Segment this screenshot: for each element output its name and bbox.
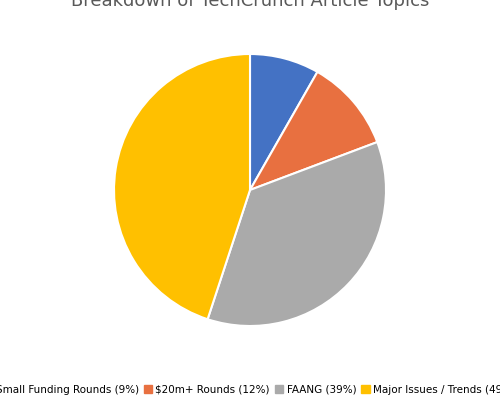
Title: Breakdown of TechCrunch Article Topics: Breakdown of TechCrunch Article Topics (71, 0, 429, 10)
Wedge shape (208, 142, 386, 326)
Wedge shape (250, 54, 318, 190)
Wedge shape (114, 54, 250, 319)
Wedge shape (250, 72, 378, 190)
Legend: Small Funding Rounds (9%), $20m+ Rounds (12%), FAANG (39%), Major Issues / Trend: Small Funding Rounds (9%), $20m+ Rounds … (0, 381, 500, 399)
